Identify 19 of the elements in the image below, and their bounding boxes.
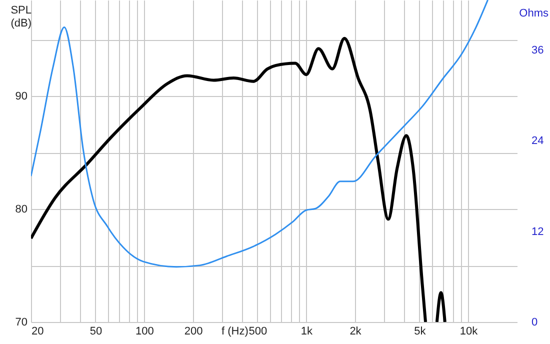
y2-tick-label: 24 [532,135,544,148]
x-axis-title: f (Hz) [222,326,248,338]
x-tick-label: 2k [350,326,362,338]
x-tick-label: 10k [460,326,478,338]
y-tick-label: 70 [15,316,28,328]
x-tick-label: 500 [248,326,268,338]
y2-tick-label: 0 [532,316,538,328]
x-tick-label: 100 [136,326,154,338]
y2-tick-label: 36 [532,44,544,56]
x-tick-label: 1k [300,326,314,338]
x-tick-label: 200 [184,326,203,338]
y2-axis-title: Ohms [519,8,549,20]
y-tick-label: 80 [15,204,28,216]
x-tick-label: 20 [32,326,44,338]
x-tick-label: 5k [414,326,426,338]
x-tick-label: 50 [90,326,102,338]
y2-tick-label: 12 [532,226,544,238]
y-axis-title: SPL (dB) [10,4,32,30]
y-tick-label: 90 [15,90,28,103]
